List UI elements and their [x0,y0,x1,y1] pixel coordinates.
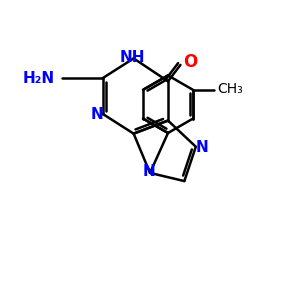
Text: O: O [183,53,197,71]
Text: N: N [91,107,103,122]
Text: N: N [143,164,156,179]
Text: H₂N: H₂N [22,70,55,86]
Text: N: N [195,140,208,155]
Text: CH₃: CH₃ [217,82,243,96]
Text: NH: NH [119,50,145,65]
